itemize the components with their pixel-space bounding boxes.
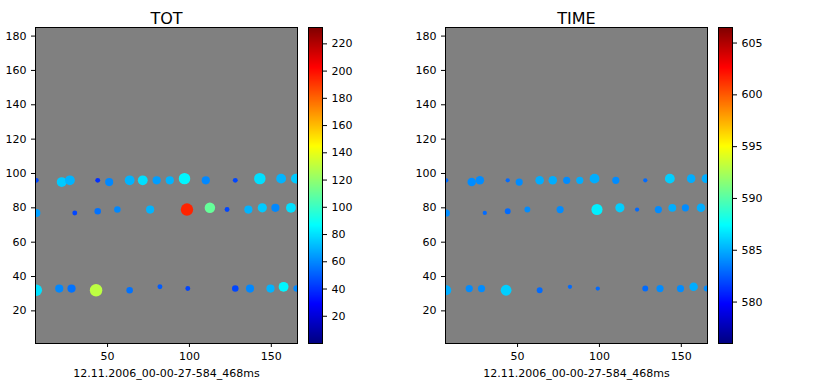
svg-text:100: 100 bbox=[179, 350, 200, 363]
svg-text:160: 160 bbox=[6, 64, 27, 77]
svg-text:160: 160 bbox=[332, 119, 353, 132]
svg-text:80: 80 bbox=[422, 201, 436, 214]
svg-text:120: 120 bbox=[6, 133, 27, 146]
svg-text:600: 600 bbox=[741, 88, 762, 101]
svg-text:590: 590 bbox=[741, 192, 762, 205]
svg-text:12.11.2006_00-00-27-584_468ms: 12.11.2006_00-00-27-584_468ms bbox=[73, 367, 260, 380]
svg-text:120: 120 bbox=[332, 174, 353, 187]
svg-text:595: 595 bbox=[741, 140, 762, 153]
svg-text:150: 150 bbox=[670, 350, 691, 363]
svg-text:180: 180 bbox=[415, 30, 436, 43]
svg-text:150: 150 bbox=[261, 350, 282, 363]
svg-text:220: 220 bbox=[332, 37, 353, 50]
svg-text:60: 60 bbox=[332, 255, 346, 268]
svg-text:100: 100 bbox=[415, 167, 436, 180]
svg-text:40: 40 bbox=[422, 270, 436, 283]
svg-text:60: 60 bbox=[13, 236, 27, 249]
svg-text:200: 200 bbox=[332, 65, 353, 78]
svg-text:140: 140 bbox=[415, 98, 436, 111]
svg-text:585: 585 bbox=[741, 244, 762, 257]
svg-text:100: 100 bbox=[6, 167, 27, 180]
svg-text:580: 580 bbox=[741, 296, 762, 309]
svg-text:20: 20 bbox=[13, 304, 27, 317]
svg-text:120: 120 bbox=[415, 133, 436, 146]
svg-text:20: 20 bbox=[422, 304, 436, 317]
svg-text:140: 140 bbox=[6, 98, 27, 111]
svg-text:160: 160 bbox=[415, 64, 436, 77]
svg-text:40: 40 bbox=[332, 283, 346, 296]
svg-text:100: 100 bbox=[332, 201, 353, 214]
svg-text:50: 50 bbox=[101, 350, 115, 363]
svg-text:80: 80 bbox=[13, 201, 27, 214]
svg-text:TIME: TIME bbox=[556, 9, 595, 28]
svg-text:100: 100 bbox=[588, 350, 609, 363]
svg-text:180: 180 bbox=[6, 30, 27, 43]
svg-text:20: 20 bbox=[332, 310, 346, 323]
svg-text:60: 60 bbox=[422, 236, 436, 249]
svg-text:12.11.2006_00-00-27-584_468ms: 12.11.2006_00-00-27-584_468ms bbox=[483, 367, 670, 380]
svg-text:50: 50 bbox=[510, 350, 524, 363]
svg-text:TOT: TOT bbox=[149, 9, 182, 28]
svg-text:80: 80 bbox=[332, 228, 346, 241]
svg-text:140: 140 bbox=[332, 146, 353, 159]
svg-text:180: 180 bbox=[332, 92, 353, 105]
svg-text:40: 40 bbox=[13, 270, 27, 283]
svg-text:605: 605 bbox=[741, 37, 762, 50]
